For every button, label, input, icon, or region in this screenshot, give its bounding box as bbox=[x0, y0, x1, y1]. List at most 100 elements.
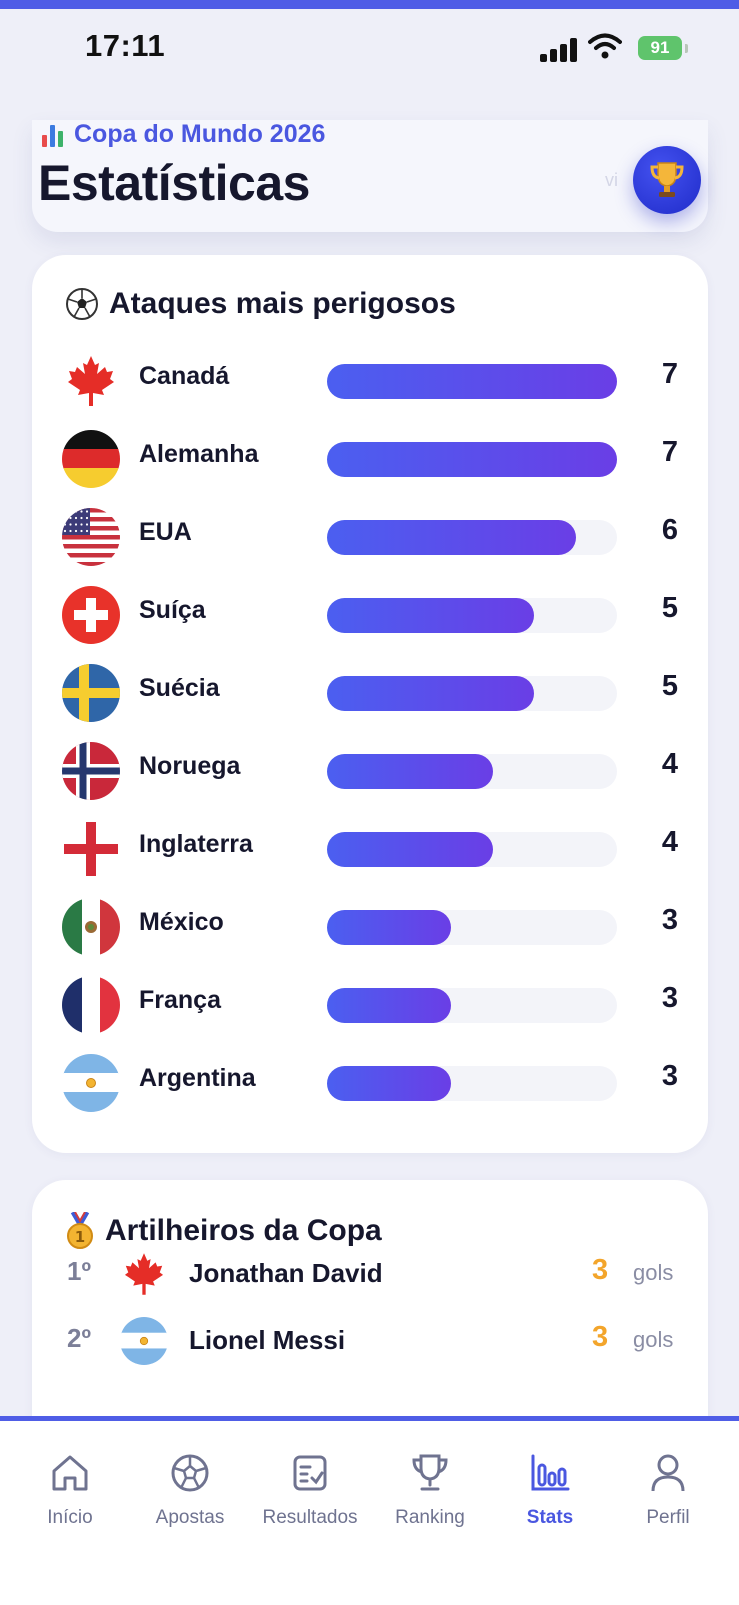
tab-perfil[interactable]: Perfil bbox=[608, 1451, 728, 1551]
team-name: Noruega bbox=[139, 752, 241, 780]
goals-count: 7 bbox=[661, 436, 678, 468]
goals-bar-fill bbox=[327, 1066, 452, 1101]
tab-apostas[interactable]: Apostas bbox=[130, 1451, 250, 1551]
goals-bar-track bbox=[327, 832, 617, 867]
medal-icon: 1 bbox=[67, 1212, 93, 1249]
trophy-icon bbox=[650, 162, 684, 197]
attack-row: México 3 bbox=[32, 888, 708, 966]
goals-bar-track bbox=[327, 442, 617, 477]
sweden-flag-icon bbox=[62, 664, 120, 722]
tab-label: Ranking bbox=[395, 1507, 465, 1528]
trophy-button[interactable] bbox=[633, 146, 701, 214]
goals-bar-fill bbox=[327, 676, 535, 711]
attack-row: Canadá 7 bbox=[32, 342, 708, 420]
team-name: Alemanha bbox=[139, 440, 259, 468]
tab-inicio[interactable]: Início bbox=[10, 1451, 130, 1551]
faded-text: vi bbox=[605, 170, 618, 190]
goals-count: 6 bbox=[661, 514, 678, 546]
team-name: Suécia bbox=[139, 674, 220, 702]
status-bar: 17:11 91 bbox=[0, 20, 739, 80]
goals-bar-fill bbox=[327, 832, 493, 867]
tab-label: Apostas bbox=[155, 1507, 225, 1528]
battery-cap bbox=[685, 44, 688, 53]
goals-count: 4 bbox=[661, 826, 678, 858]
user-icon bbox=[651, 1454, 685, 1492]
battery-indicator: 91 bbox=[638, 36, 682, 60]
tab-stats[interactable]: Stats bbox=[490, 1451, 610, 1551]
scorer-rank: 1º bbox=[67, 1256, 91, 1286]
attack-row: Suíça 5 bbox=[32, 576, 708, 654]
goals-count: 5 bbox=[661, 670, 678, 702]
team-name: Inglaterra bbox=[139, 830, 253, 858]
goals-bar-fill bbox=[327, 988, 452, 1023]
scorer-goals-unit: gols bbox=[633, 1260, 674, 1285]
scorer-row: 2º Lionel Messi 3 gols bbox=[32, 1311, 708, 1371]
page-subtitle: Copa do Mundo 2026 bbox=[40, 120, 325, 149]
soccer-ball-icon bbox=[171, 1454, 209, 1492]
signal-icon bbox=[540, 36, 578, 62]
team-name: México bbox=[139, 908, 224, 936]
battery-level: 91 bbox=[650, 38, 670, 57]
goals-bar-track bbox=[327, 676, 617, 711]
goals-count: 3 bbox=[661, 904, 678, 936]
tab-label: Resultados bbox=[262, 1507, 358, 1528]
goals-bar-fill bbox=[327, 754, 493, 789]
scorer-rank: 2º bbox=[67, 1323, 91, 1353]
subtitle-text: Copa do Mundo 2026 bbox=[74, 120, 326, 148]
checklist-icon bbox=[293, 1455, 327, 1491]
scorer-name: Jonathan David bbox=[189, 1258, 383, 1288]
goals-bar-track bbox=[327, 1066, 617, 1101]
goals-bar-track bbox=[327, 364, 617, 399]
wifi-icon bbox=[588, 33, 622, 59]
switzerland-flag-icon bbox=[62, 586, 120, 644]
germany-flag-icon bbox=[62, 430, 120, 488]
soccer-ball-emoji-icon bbox=[66, 288, 98, 320]
home-icon bbox=[52, 1455, 88, 1491]
argentina-flag-icon bbox=[62, 1054, 120, 1112]
scorer-goals: 3 bbox=[592, 1321, 609, 1353]
france-flag-icon bbox=[62, 976, 120, 1034]
tab-label: Perfil bbox=[646, 1507, 690, 1528]
scorers-title-text: Artilheiros da Copa bbox=[105, 1214, 382, 1247]
canada-flag-icon bbox=[62, 352, 120, 410]
goals-bar-fill bbox=[327, 442, 617, 477]
header-card bbox=[32, 120, 708, 232]
scorers-card-title: 1 Artilheiros da Copa bbox=[65, 1212, 382, 1250]
attack-row: Noruega 4 bbox=[32, 732, 708, 810]
goals-bar-fill bbox=[327, 910, 452, 945]
team-name: Suíça bbox=[139, 596, 206, 624]
goals-bar-track bbox=[327, 910, 617, 945]
goals-bar-track bbox=[327, 754, 617, 789]
status-time: 17:11 bbox=[85, 28, 166, 63]
goals-count: 5 bbox=[661, 592, 678, 624]
scorer-row: 1º Jonathan David 3 gols bbox=[32, 1244, 708, 1304]
goals-count: 7 bbox=[661, 358, 678, 390]
scorer-name: Lionel Messi bbox=[189, 1325, 346, 1355]
goals-bar-fill bbox=[327, 364, 617, 399]
norway-flag-icon bbox=[62, 742, 120, 800]
tab-resultados[interactable]: Resultados bbox=[250, 1451, 370, 1551]
trophy-icon bbox=[412, 1454, 448, 1491]
mexico-flag-icon bbox=[62, 898, 120, 956]
usa-flag-icon bbox=[62, 508, 120, 566]
goals-bar-fill bbox=[327, 598, 535, 633]
scorers-card: 1 Artilheiros da Copa 1º Jonathan David 3 g… bbox=[32, 1180, 708, 1440]
team-name: França bbox=[139, 986, 221, 1014]
attacks-title-text: Ataques mais perigosos bbox=[109, 287, 456, 320]
attack-row: Argentina 3 bbox=[32, 1044, 708, 1122]
bar-chart-icon bbox=[531, 1454, 570, 1491]
goals-bar-track bbox=[327, 598, 617, 633]
top-accent-line bbox=[0, 0, 739, 9]
goals-bar-track bbox=[327, 520, 617, 555]
goals-count: 3 bbox=[661, 982, 678, 1014]
attack-row: França 3 bbox=[32, 966, 708, 1044]
tab-label: Início bbox=[47, 1507, 93, 1528]
england-flag-icon bbox=[62, 820, 120, 878]
attacks-card: Ataques mais perigosos Canadá 7 Alemanha 7 E… bbox=[32, 255, 708, 1153]
goals-bar-fill bbox=[327, 520, 576, 555]
attack-row: Inglaterra 4 bbox=[32, 810, 708, 888]
goals-bar-track bbox=[327, 988, 617, 1023]
team-name: EUA bbox=[139, 518, 192, 546]
tab-ranking[interactable]: Ranking bbox=[370, 1451, 490, 1551]
page-title: Estatísticas bbox=[38, 155, 310, 211]
